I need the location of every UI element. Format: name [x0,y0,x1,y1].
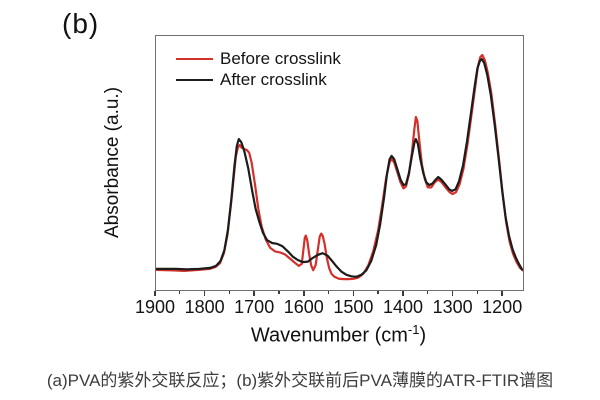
x-tick-mark-minor [427,290,429,295]
x-tick-mark-major [253,290,255,297]
spectrum-chart [156,53,523,281]
spectrum-curve-after-crosslink [156,58,523,278]
x-tick-mark-major [402,290,404,297]
x-tick-label: 1700 [234,297,275,317]
y-axis-title: Absorbance (a.u.) [102,86,123,238]
x-axis-title-superscript: -1 [407,322,420,337]
panel-label: (b) [62,8,100,39]
legend-entry: Before crosslink [176,49,341,69]
x-tick-mark-major [203,290,206,297]
x-axis-title-suffix: ) [419,324,427,347]
legend-line-sample [176,78,213,82]
x-axis-title-prefix: Wavenumber (cm [250,324,408,347]
x-tick-mark-major [154,290,156,297]
x-tick-label: 1600 [283,297,324,317]
x-tick-label: 1200 [482,297,523,317]
x-tick-mark-major [451,290,454,297]
legend-entry: After crosslink [176,70,341,90]
x-tick-mark-minor [476,290,478,295]
x-tick-mark-minor [377,290,379,295]
x-tick-label: 1500 [333,297,374,317]
x-tick-label: 1400 [382,297,424,317]
x-tick-mark-major [352,290,355,297]
x-tick-mark-minor [278,290,280,295]
x-tick-label: 1900 [134,297,176,317]
plot-area: Before crosslink After crosslink [155,35,524,291]
x-tick-mark-minor [179,290,181,295]
x-tick-label: 1300 [432,297,473,317]
legend-label: After crosslink [220,70,327,89]
x-tick-mark-major [303,290,305,297]
x-tick-mark-minor [327,290,330,295]
x-axis-title: Wavenumber (cm-1) [155,322,522,348]
figure-caption: (a)PVA的紫外交联反应；(b)紫外交联前后PVA薄膜的ATR-FTIR谱图 [46,371,554,390]
x-tick-label: 1800 [184,297,225,317]
legend-line-sample [176,57,213,61]
legend: Before crosslink After crosslink [176,49,341,90]
x-tick-mark-minor [228,290,230,295]
legend-label: Before crosslink [220,49,341,68]
x-tick-mark-major [501,290,503,297]
